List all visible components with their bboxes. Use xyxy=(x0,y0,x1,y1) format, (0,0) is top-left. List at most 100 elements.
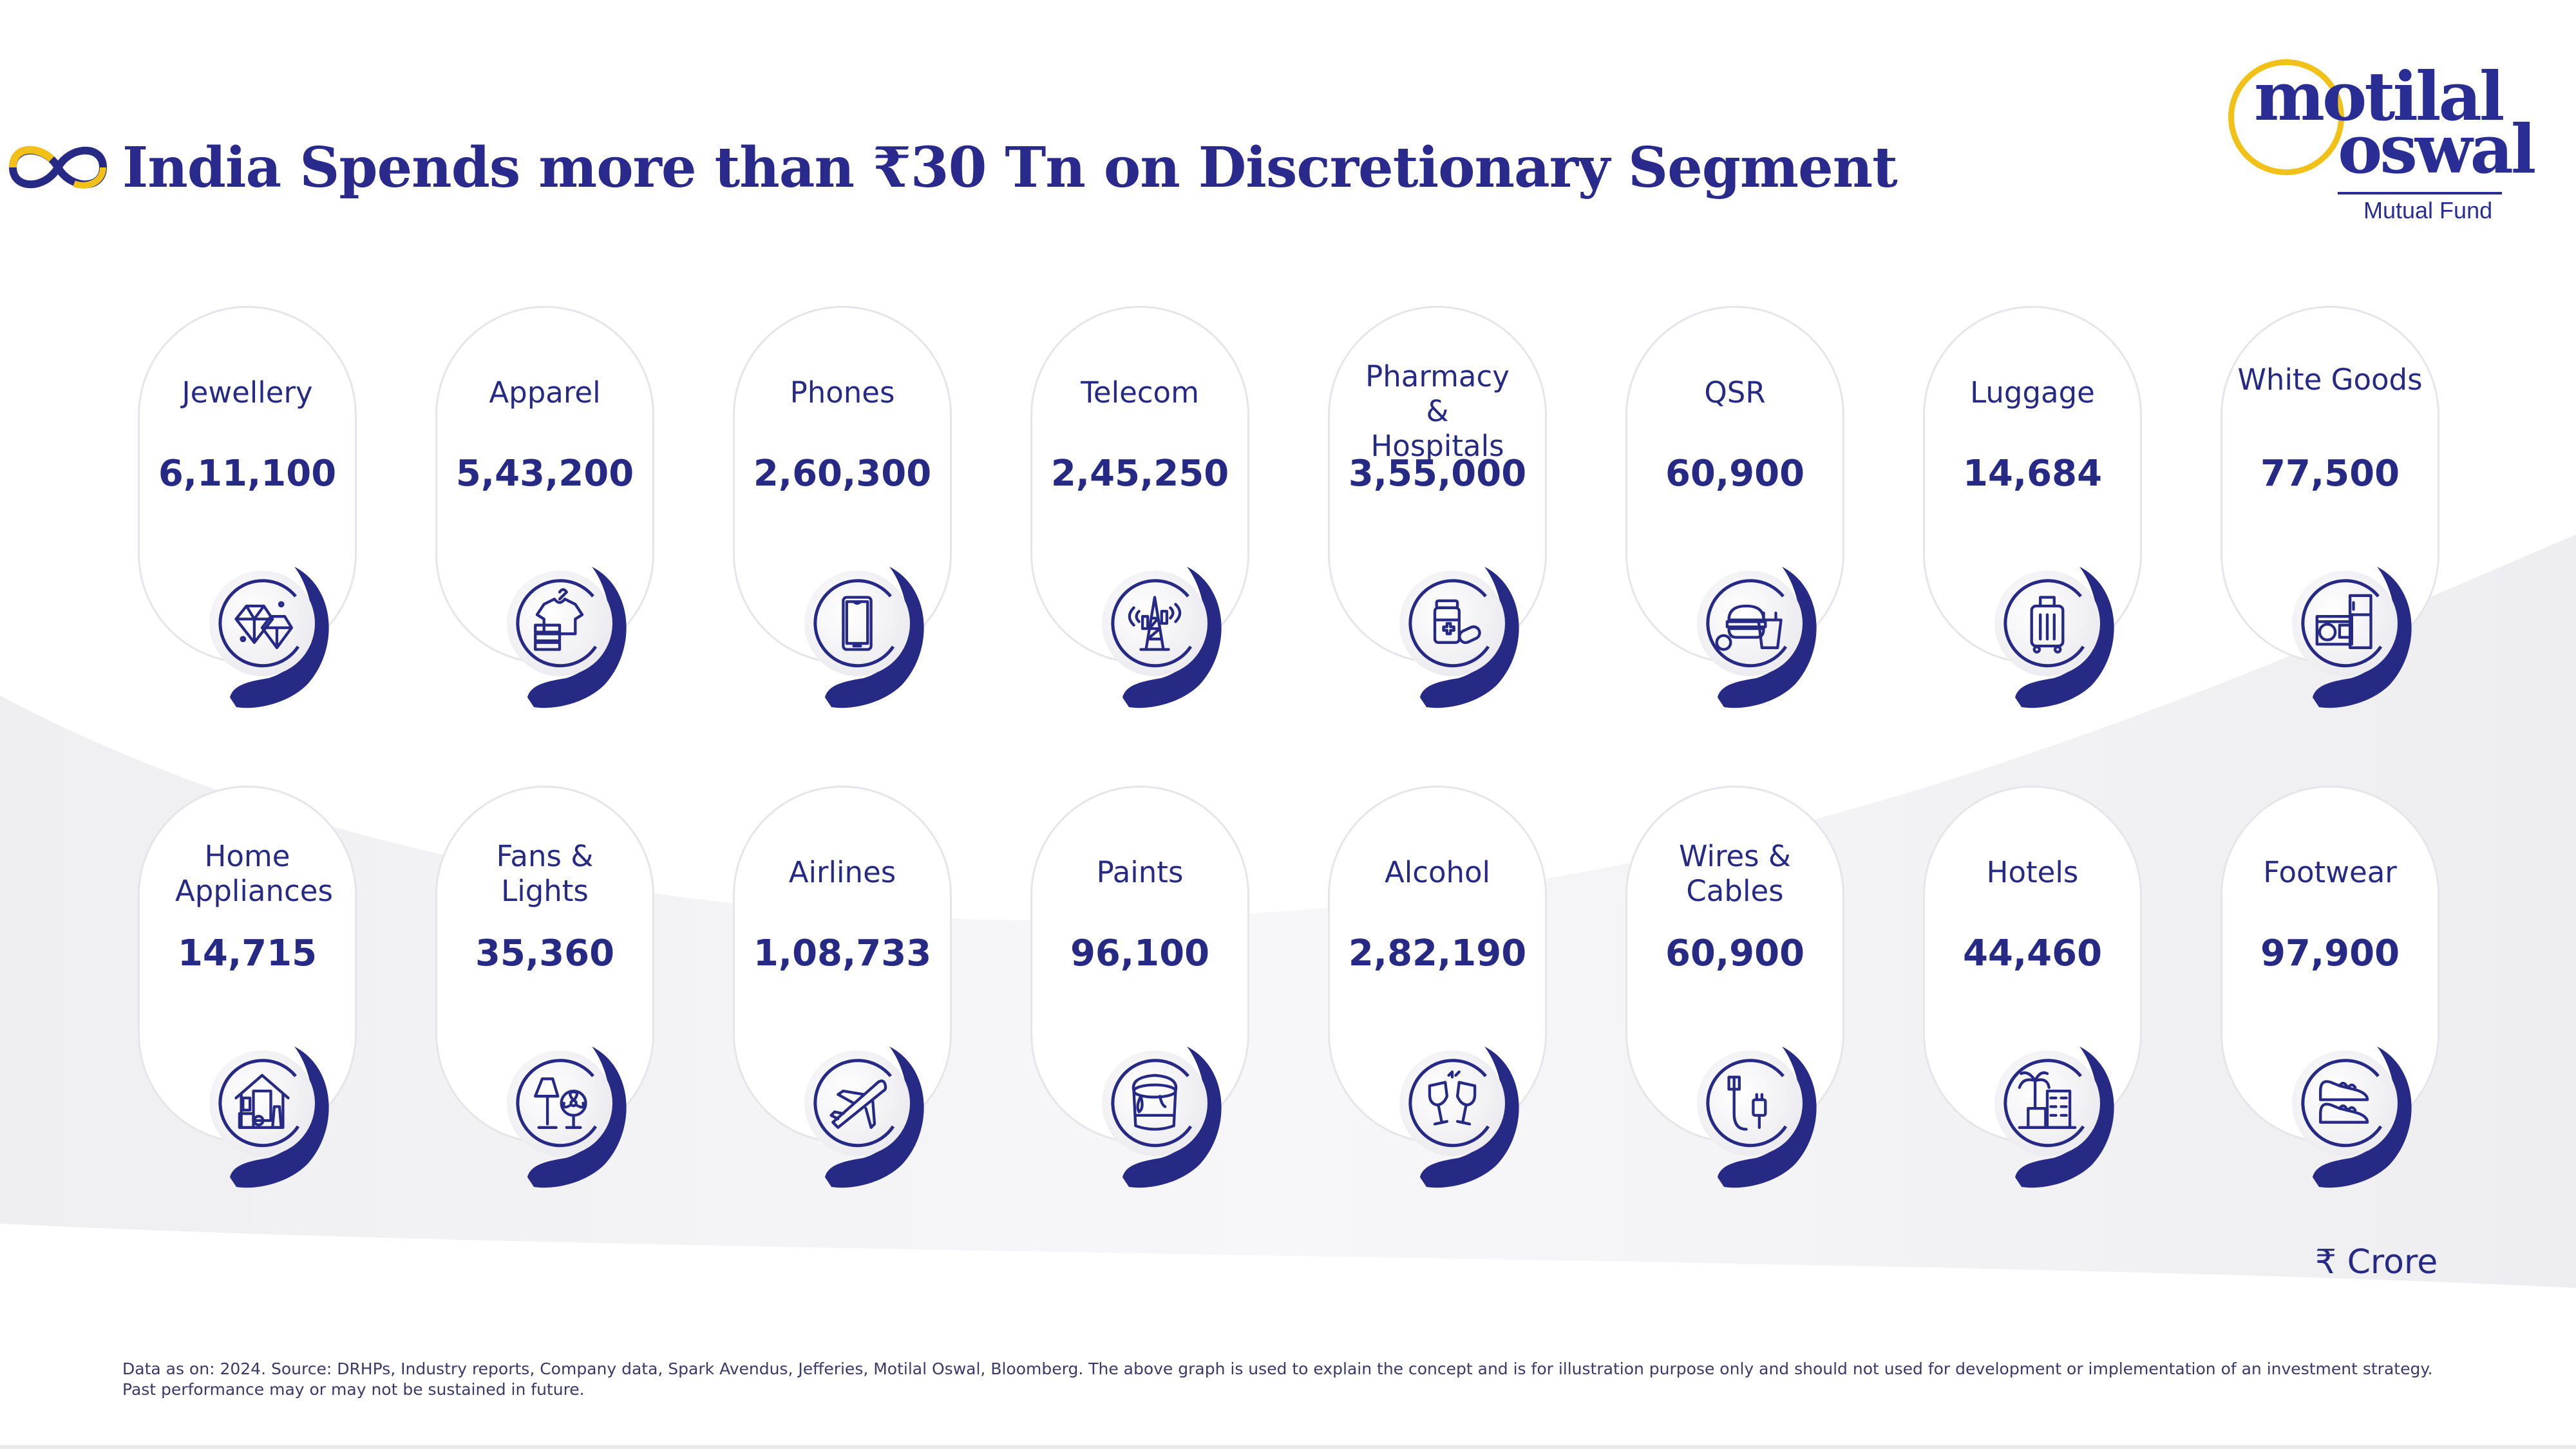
badge-swoosh xyxy=(2313,1046,2412,1188)
unit-label: ₹ Crore xyxy=(2315,1243,2438,1282)
segment-card: Pharmacy & Hospitals 3,55,000 xyxy=(1328,306,1547,708)
segment-value: 96,100 xyxy=(1070,933,1210,974)
cell-tower-icon xyxy=(1128,596,1182,651)
segment-badge xyxy=(1102,1046,1222,1188)
home-appliances-icon xyxy=(234,1074,290,1129)
clothes-icon xyxy=(534,588,584,651)
airplane-icon xyxy=(829,1079,887,1129)
disclaimer-line-1: Data as on: 2024. Source: DRHPs, Industr… xyxy=(122,1359,2433,1378)
segment-value: 2,45,250 xyxy=(1050,453,1229,495)
logo-wordmark-line2: oswal xyxy=(2338,109,2536,189)
brand-logo: motilal oswal Mutual Fund xyxy=(2222,52,2536,223)
disclaimer-line-2: Past performance may or may not be susta… xyxy=(122,1380,585,1399)
segment-badge xyxy=(209,567,329,708)
segment-card: Paints 96,100 xyxy=(1030,786,1249,1188)
segment-label: Jewellery xyxy=(182,375,313,410)
page-header: India Spends more than ₹30 Tn on Discret… xyxy=(0,129,1898,206)
segment-card: QSR 60,900 xyxy=(1625,306,1844,708)
hotel-icon xyxy=(2018,1071,2077,1129)
fast-food-icon xyxy=(1715,604,1783,651)
badge-ring xyxy=(1706,1059,1788,1148)
badge-ring xyxy=(1111,579,1193,668)
logo-subtitle: Mutual Fund xyxy=(2363,197,2493,223)
badge-swoosh xyxy=(825,1046,924,1188)
badge-swoosh xyxy=(527,567,627,708)
badge-disc xyxy=(1399,1050,1505,1156)
appliances-icon xyxy=(2315,594,2372,649)
segment-badge xyxy=(507,1046,627,1188)
badge-swoosh xyxy=(1122,1046,1222,1188)
cheers-glasses-icon xyxy=(1428,1070,1477,1126)
badge-ring xyxy=(218,1059,300,1148)
segment-label: Apparel xyxy=(489,375,601,410)
segment-label: Paints xyxy=(1096,855,1184,889)
badge-ring xyxy=(2003,1059,2085,1148)
segment-card: Home Appliances 14,715 xyxy=(138,786,357,1188)
segment-badge xyxy=(1399,567,1519,708)
badge-disc xyxy=(507,1050,612,1156)
segment-card: Alcohol 2,82,190 xyxy=(1328,786,1547,1188)
plug-cable-icon xyxy=(1727,1075,1767,1131)
smartphone-icon xyxy=(842,596,873,651)
segment-card: Apparel 5,43,200 xyxy=(435,306,654,708)
badge-disc xyxy=(1697,571,1803,676)
segment-label: Alcohol xyxy=(1384,855,1491,889)
segment-card: Telecom 2,45,250 xyxy=(1030,306,1249,708)
segment-card: Luggage 14,684 xyxy=(1923,306,2142,708)
logo-divider xyxy=(2338,192,2502,194)
badge-swoosh xyxy=(230,567,329,708)
segment-badge xyxy=(804,1046,924,1188)
badge-disc xyxy=(1697,1050,1803,1156)
segment-value: 60,900 xyxy=(1665,453,1805,495)
segment-value: 1,08,733 xyxy=(753,933,932,974)
segment-badge xyxy=(1399,1046,1519,1188)
segment-badge xyxy=(2292,567,2412,708)
diamond-icon xyxy=(234,601,294,649)
segment-badge xyxy=(1994,567,2114,708)
badge-swoosh xyxy=(2313,567,2412,708)
segment-card: Airlines 1,08,733 xyxy=(733,786,952,1188)
badge-disc xyxy=(804,1050,910,1156)
bottom-divider xyxy=(0,1445,2576,1449)
segment-label: Home Appliances xyxy=(175,839,333,908)
badge-ring xyxy=(516,1059,598,1148)
segment-label: Fans & Lights xyxy=(496,839,594,908)
badge-ring xyxy=(516,579,598,668)
badge-disc xyxy=(2292,1050,2398,1156)
segment-badge xyxy=(209,1046,329,1188)
segment-card: Hotels 44,460 xyxy=(1923,786,2142,1188)
segment-card: Footwear 97,900 xyxy=(2221,786,2439,1188)
sneakers-icon xyxy=(2319,1080,2369,1124)
suitcase-icon xyxy=(2030,596,2065,654)
logo-wordmark-line1: motilal xyxy=(2254,57,2505,136)
segment-label: Telecom xyxy=(1081,375,1199,410)
segment-label: QSR xyxy=(1704,375,1766,410)
segment-card: Fans & Lights 35,360 xyxy=(435,786,654,1188)
page-title: India Spends more than ₹30 Tn on Discret… xyxy=(122,135,1898,200)
badge-disc xyxy=(209,1050,315,1156)
segment-value: 2,60,300 xyxy=(753,453,932,495)
segment-label: White Goods xyxy=(2237,363,2423,397)
segment-card: Wires & Cables 60,900 xyxy=(1625,786,1844,1188)
segment-label: Wires & Cables xyxy=(1678,839,1792,908)
segment-value: 77,500 xyxy=(2260,453,2400,495)
segment-label: Footwear xyxy=(2263,855,2397,889)
badge-disc xyxy=(1102,1050,1208,1156)
badge-swoosh xyxy=(2015,1046,2114,1188)
segment-value: 3,55,000 xyxy=(1348,453,1527,495)
infinity-logo-icon xyxy=(8,146,108,189)
segment-label: Airlines xyxy=(788,855,896,889)
badge-ring xyxy=(1408,579,1490,668)
medicine-icon xyxy=(1433,599,1481,645)
segment-value: 35,360 xyxy=(475,933,615,974)
badge-ring xyxy=(218,579,300,668)
badge-ring xyxy=(2301,579,2383,668)
badge-disc xyxy=(1399,571,1505,676)
segment-badge xyxy=(1994,1046,2114,1188)
segment-badge xyxy=(1102,567,1222,708)
badge-ring xyxy=(813,579,895,668)
badge-swoosh xyxy=(1718,567,1817,708)
segment-badge xyxy=(1697,567,1817,708)
badge-swoosh xyxy=(1420,567,1519,708)
